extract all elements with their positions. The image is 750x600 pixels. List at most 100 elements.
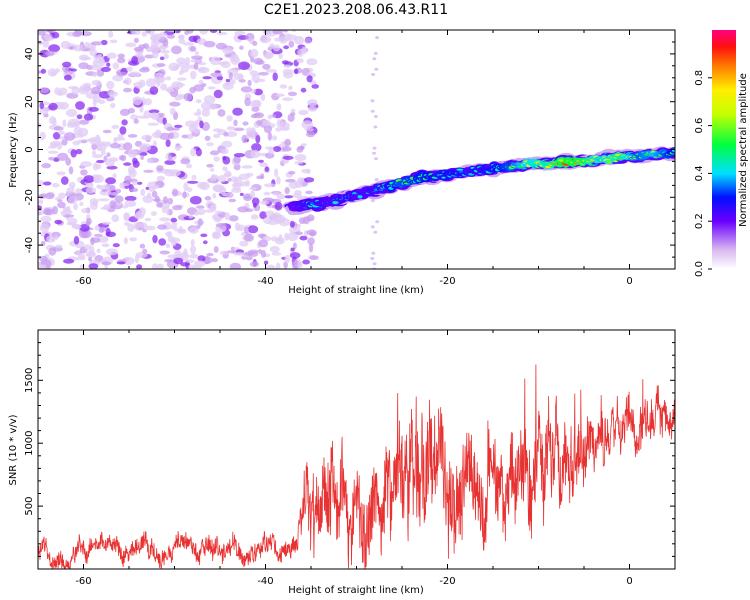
noise-speckle: [127, 149, 138, 158]
noise-speckle: [131, 55, 139, 65]
noise-speckle: [66, 122, 77, 128]
noise-speckle: [68, 186, 75, 194]
colorbar-tick-label: 0.0: [694, 261, 705, 277]
noise-speckle: [132, 180, 138, 186]
noise-speckle: [171, 239, 177, 247]
noise-speckle: [226, 115, 233, 122]
noise-speckle: [233, 119, 238, 127]
noise-speckle: [48, 44, 60, 53]
x-tick-label: 0: [626, 576, 632, 587]
signal-mark: [606, 160, 612, 164]
noise-speckle: [83, 175, 95, 184]
noise-speckle: [165, 87, 175, 93]
noise-speckle: [233, 155, 241, 164]
noise-speckle: [258, 239, 269, 248]
noise-speckle: [40, 68, 47, 74]
noise-speckle: [146, 192, 152, 199]
noise-speckle: [136, 181, 143, 185]
noise-speckle: [111, 124, 120, 129]
noise-speckle: [288, 170, 296, 175]
noise-speckle: [47, 150, 59, 154]
y-tick-label: 1500: [24, 368, 35, 393]
noise-speckle: [289, 220, 295, 228]
noise-speckle: [119, 182, 125, 189]
noise-speckle: [159, 132, 171, 140]
noise-speckle: [120, 154, 127, 162]
noise-speckle: [80, 169, 88, 176]
noise-speckle: [106, 80, 115, 90]
noise-speckle: [116, 261, 126, 265]
noise-speckle: [304, 37, 312, 44]
noise-speckle: [65, 157, 72, 166]
noise-speckle: [143, 169, 154, 173]
y-tick-label: 500: [24, 497, 35, 516]
noise-speckle: [222, 156, 231, 165]
noise-speckle: [206, 163, 214, 168]
noise-speckle: [145, 78, 157, 88]
noise-speckle: [187, 187, 193, 193]
noise-speckle: [204, 196, 212, 201]
streak-speckle: [370, 225, 375, 229]
noise-speckle: [156, 175, 165, 181]
noise-speckle: [257, 72, 269, 76]
noise-speckle: [294, 190, 302, 196]
noise-speckle: [134, 225, 143, 231]
noise-speckle: [149, 44, 162, 52]
streak-speckle: [375, 220, 380, 224]
noise-speckle: [43, 181, 52, 186]
noise-speckle: [247, 251, 259, 257]
noise-speckle: [75, 101, 85, 110]
noise-speckle: [297, 261, 303, 269]
streak-speckle: [373, 125, 378, 129]
streak-speckle: [372, 146, 377, 150]
noise-speckle: [54, 219, 63, 225]
noise-speckle: [221, 140, 233, 148]
noise-speckle: [129, 71, 141, 77]
noise-speckle: [96, 248, 101, 254]
noise-speckle: [190, 147, 197, 157]
noise-speckle: [165, 206, 170, 216]
noise-speckle: [264, 183, 276, 188]
noise-speckle: [290, 247, 295, 252]
streak-speckle: [373, 51, 378, 55]
noise-speckle: [123, 142, 133, 151]
noise-speckle: [157, 263, 164, 269]
x-tick-label: -20: [439, 276, 455, 287]
noise-speckle: [90, 237, 95, 246]
noise-speckle: [103, 204, 111, 210]
noise-speckle: [201, 108, 211, 117]
noise-speckle: [142, 228, 147, 233]
noise-speckle: [159, 250, 170, 255]
noise-speckle: [183, 182, 189, 192]
noise-speckle: [99, 226, 107, 232]
noise-speckle: [250, 127, 256, 136]
noise-speckle: [271, 135, 278, 141]
noise-speckle: [88, 256, 93, 262]
snr-x-ticks: -60 -40 -20 0: [37, 330, 676, 587]
x-tick-label: -60: [75, 576, 91, 587]
noise-speckle: [106, 62, 111, 67]
noise-speckle: [283, 64, 292, 68]
noise-speckle: [204, 209, 214, 213]
noise-speckle: [127, 134, 138, 138]
noise-speckle: [93, 233, 103, 237]
noise-speckle: [250, 214, 259, 220]
noise-speckle: [152, 234, 158, 244]
noise-speckle: [54, 196, 61, 201]
noise-speckle: [222, 166, 228, 172]
noise-speckle: [62, 119, 67, 128]
noise-speckle: [89, 48, 98, 57]
noise-speckle: [48, 102, 58, 111]
noise-speckle: [276, 119, 283, 128]
noise-speckle: [306, 75, 313, 83]
noise-speckle: [233, 153, 246, 158]
colorbar-tick-label: 0.8: [694, 70, 705, 86]
noise-speckle: [206, 252, 214, 257]
noise-speckle: [197, 116, 202, 122]
noise-speckle: [228, 215, 239, 222]
noise-speckle: [186, 133, 194, 140]
noise-speckle: [62, 209, 73, 215]
noise-speckle: [68, 166, 74, 175]
noise-speckle: [243, 193, 253, 202]
noise-speckle: [141, 66, 150, 71]
